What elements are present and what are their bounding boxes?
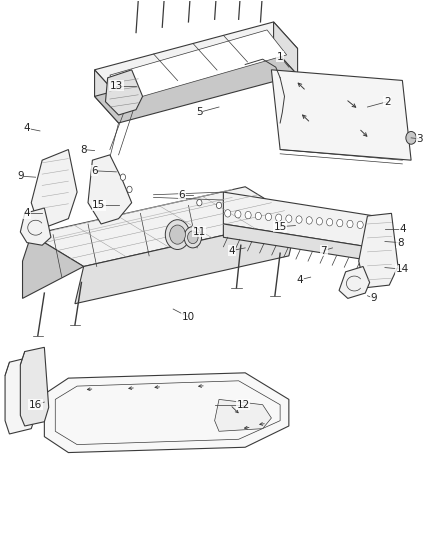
Circle shape (337, 220, 343, 227)
Circle shape (367, 222, 374, 230)
Text: 15: 15 (273, 222, 287, 232)
Circle shape (306, 217, 312, 224)
Text: 4: 4 (229, 246, 235, 255)
Circle shape (286, 215, 292, 222)
Circle shape (347, 220, 353, 228)
Circle shape (327, 219, 333, 226)
Polygon shape (215, 399, 272, 431)
Circle shape (255, 212, 261, 220)
Text: 4: 4 (399, 224, 406, 235)
Text: 13: 13 (110, 81, 123, 91)
Circle shape (316, 217, 322, 225)
Polygon shape (75, 219, 297, 304)
Polygon shape (5, 357, 35, 434)
Polygon shape (95, 22, 297, 96)
Circle shape (120, 174, 126, 180)
Text: 11: 11 (193, 227, 206, 237)
Circle shape (245, 212, 251, 219)
Circle shape (184, 227, 201, 248)
Polygon shape (22, 235, 84, 298)
Polygon shape (132, 0, 142, 1)
Text: 6: 6 (91, 166, 98, 176)
Polygon shape (20, 208, 51, 245)
Text: 6: 6 (179, 190, 185, 200)
Circle shape (378, 223, 384, 230)
Text: 4: 4 (297, 275, 303, 285)
Polygon shape (359, 213, 398, 288)
Text: 9: 9 (17, 171, 24, 181)
Text: 12: 12 (237, 400, 250, 410)
Polygon shape (272, 70, 411, 160)
Text: 10: 10 (182, 312, 195, 322)
Text: 2: 2 (384, 96, 390, 107)
Polygon shape (20, 348, 49, 426)
Polygon shape (274, 22, 297, 75)
Text: 16: 16 (29, 400, 42, 410)
Polygon shape (110, 30, 287, 100)
Text: 14: 14 (396, 264, 409, 274)
Circle shape (225, 209, 231, 217)
Circle shape (265, 213, 272, 221)
Circle shape (357, 221, 363, 229)
Circle shape (187, 231, 198, 244)
Polygon shape (106, 70, 143, 115)
Polygon shape (31, 150, 77, 229)
Polygon shape (223, 192, 392, 251)
Text: 8: 8 (397, 238, 403, 247)
Polygon shape (339, 266, 370, 298)
Text: 15: 15 (92, 200, 106, 211)
Text: 9: 9 (371, 293, 377, 303)
Polygon shape (223, 224, 392, 264)
Circle shape (406, 132, 417, 144)
Text: 5: 5 (196, 107, 203, 117)
Text: 4: 4 (24, 123, 30, 133)
Polygon shape (95, 49, 297, 123)
Circle shape (127, 186, 132, 192)
Text: 1: 1 (277, 52, 283, 61)
Polygon shape (31, 187, 297, 266)
Circle shape (197, 199, 202, 206)
Polygon shape (95, 70, 119, 123)
Text: 4: 4 (24, 208, 30, 219)
Text: 7: 7 (321, 246, 327, 255)
Circle shape (296, 216, 302, 223)
Polygon shape (88, 155, 132, 224)
Circle shape (216, 202, 222, 208)
Circle shape (276, 214, 282, 222)
Circle shape (170, 225, 185, 244)
Circle shape (165, 220, 190, 249)
Circle shape (235, 211, 241, 218)
Text: 8: 8 (80, 144, 87, 155)
Text: 3: 3 (417, 134, 423, 144)
Polygon shape (44, 373, 289, 453)
